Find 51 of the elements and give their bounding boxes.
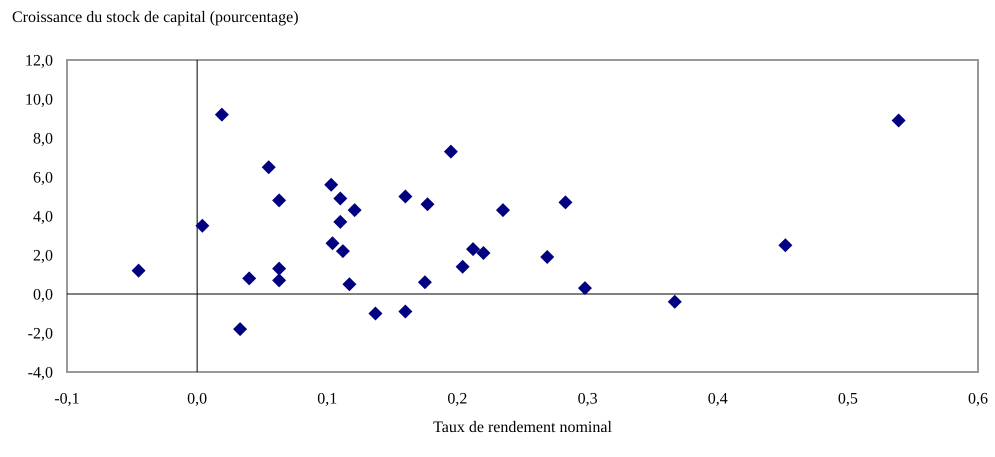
x-tick-label: 0,3: [578, 390, 598, 408]
point: [324, 178, 338, 192]
point: [333, 191, 348, 206]
point: [348, 203, 362, 218]
point: [262, 160, 276, 174]
y-tick-label: 12,0: [25, 52, 53, 70]
point: [132, 264, 146, 278]
point: [242, 271, 256, 286]
y-tick-label: 4,0: [33, 208, 53, 226]
point: [420, 197, 434, 212]
point: [444, 144, 458, 159]
point: [540, 250, 554, 264]
y-tick-label: 10,0: [25, 92, 53, 109]
point: [272, 273, 286, 288]
x-tick-label: 0,5: [838, 390, 858, 408]
x-tick-label: 0,2: [447, 390, 468, 408]
point: [336, 244, 350, 258]
point: [214, 108, 229, 122]
point: [195, 218, 210, 233]
point: [476, 246, 490, 260]
point: [342, 277, 356, 292]
x-tick-label: 0,1: [317, 390, 338, 408]
point: [892, 113, 906, 128]
y-tick-label: -2,0: [28, 326, 53, 343]
point: [466, 242, 480, 256]
y-tick-label: -4,0: [28, 364, 53, 382]
y-tick-label: 0,0: [33, 286, 53, 304]
point: [558, 195, 572, 210]
point: [398, 304, 412, 319]
point: [418, 275, 432, 290]
point: [272, 193, 286, 208]
y-tick-label: 6,0: [33, 170, 53, 187]
y-tick-label: 2,0: [33, 248, 53, 265]
x-tick-label: 0,0: [187, 390, 208, 408]
x-tick-label: -0,1: [54, 390, 80, 408]
point: [368, 306, 382, 320]
y-tick-label: 8,0: [33, 130, 53, 148]
point: [398, 190, 412, 204]
point: [778, 238, 792, 252]
point: [325, 236, 340, 250]
point: [456, 260, 470, 274]
point: [272, 262, 286, 276]
x-axis-title: Taux de rendement nominal: [433, 419, 612, 436]
x-tick-label: 0,4: [708, 390, 728, 408]
point: [333, 214, 348, 229]
point: [668, 294, 682, 309]
point: [578, 281, 592, 296]
x-tick-label: 0,6: [968, 390, 988, 408]
chart-title: Croissance du stock de capital (pourcentage): [12, 9, 299, 27]
point: [496, 203, 510, 218]
point: [233, 322, 248, 336]
